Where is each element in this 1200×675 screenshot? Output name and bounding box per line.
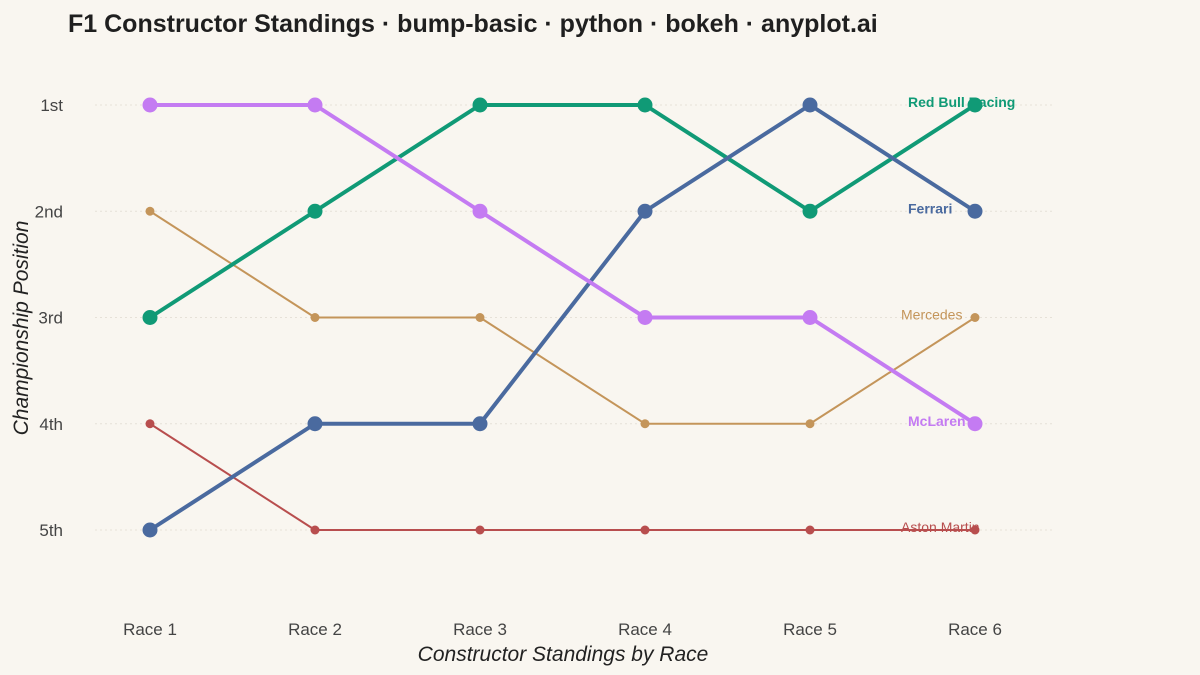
data-point-mclaren [307, 97, 323, 113]
y-tick-label: 3rd [38, 309, 63, 328]
data-point-aston-martin [640, 525, 650, 535]
data-point-mercedes [475, 313, 485, 322]
x-axis-title: Constructor Standings by Race [418, 643, 709, 666]
data-point-mercedes [640, 419, 650, 429]
x-tick-label: Race 1 [123, 620, 177, 639]
data-point-aston-martin [310, 525, 320, 535]
series-lines [148, 103, 977, 532]
data-point-aston-martin [805, 525, 815, 535]
x-tick-label: Race 2 [288, 620, 342, 639]
y-tick-label: 4th [39, 415, 63, 434]
data-point-ferrari [802, 97, 818, 113]
data-point-red-bull-racing [802, 203, 818, 219]
data-point-ferrari [637, 203, 653, 219]
x-tick-label: Race 3 [453, 620, 507, 639]
end-label-ferrari: Ferrari [908, 200, 952, 216]
data-point-red-bull-racing [967, 97, 983, 113]
series-line-mercedes [149, 210, 976, 425]
end-label-mclaren: McLaren [908, 413, 966, 429]
data-point-ferrari [967, 203, 983, 219]
data-point-mclaren [802, 310, 818, 325]
data-point-mercedes [970, 313, 980, 322]
series-line-aston-martin [149, 422, 976, 531]
data-point-red-bull-racing [307, 203, 323, 219]
data-point-aston-martin [145, 419, 155, 429]
chart-title: F1 Constructor Standings · bump-basic · … [68, 10, 878, 38]
data-point-mercedes [310, 313, 320, 322]
data-point-mercedes [145, 206, 155, 216]
series-line-ferrari [148, 103, 977, 532]
data-point-mclaren [142, 97, 158, 113]
y-tick-label: 5th [39, 521, 63, 540]
x-tick-label: Race 4 [618, 620, 672, 639]
y-axis-title: Championship Position [10, 221, 33, 436]
end-label-mercedes: Mercedes [901, 307, 962, 323]
end-label-aston-martin: Aston Martin [901, 519, 980, 535]
data-point-ferrari [142, 522, 158, 538]
series-points [142, 97, 983, 538]
data-point-mclaren [637, 310, 653, 325]
data-point-mclaren [472, 203, 488, 219]
end-label-red-bull-racing: Red Bull Racing [908, 94, 1015, 110]
y-tick-label: 2nd [35, 202, 63, 221]
y-tick-label: 1st [40, 96, 63, 115]
data-point-red-bull-racing [142, 310, 158, 325]
x-tick-label: Race 5 [783, 620, 837, 639]
data-point-ferrari [472, 416, 488, 432]
series-line-mclaren [148, 103, 977, 426]
data-point-red-bull-racing [637, 97, 653, 113]
data-point-ferrari [307, 416, 323, 432]
data-point-mclaren [967, 416, 983, 432]
x-tick-label: Race 6 [948, 620, 1002, 639]
axis-ticks: 1st 2nd 3rd 4th 5th Race 1 Race 2 Race 3 Race 4 R… [35, 96, 1002, 639]
data-point-aston-martin [475, 525, 485, 535]
data-point-aston-martin [970, 525, 980, 535]
data-point-red-bull-racing [472, 97, 488, 113]
series-end-labels: Red Bull Racing Ferrari Mercedes McLaren Ast… [901, 94, 1015, 535]
data-point-mercedes [805, 419, 815, 429]
series-line-red-bull-racing [148, 103, 977, 320]
